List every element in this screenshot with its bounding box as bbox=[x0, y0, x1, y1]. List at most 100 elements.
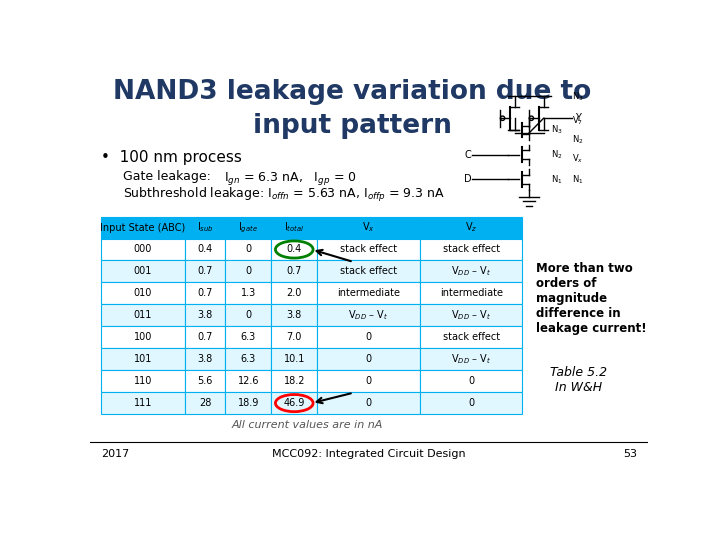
Bar bbox=[271, 348, 318, 370]
Bar bbox=[101, 239, 185, 260]
Bar bbox=[101, 326, 185, 348]
Text: 6.3: 6.3 bbox=[240, 332, 256, 342]
Bar bbox=[271, 370, 318, 392]
Text: 18.2: 18.2 bbox=[284, 376, 305, 386]
Text: V$_{DD}$ – V$_t$: V$_{DD}$ – V$_t$ bbox=[451, 352, 491, 366]
Text: 2017: 2017 bbox=[101, 449, 130, 460]
Text: 0: 0 bbox=[366, 354, 372, 364]
Text: I$_{gn}$ = 6.3 nA,   I$_{gp}$ = 0: I$_{gn}$ = 6.3 nA, I$_{gp}$ = 0 bbox=[224, 170, 356, 187]
Bar bbox=[225, 217, 271, 239]
Bar bbox=[271, 217, 318, 239]
Bar bbox=[271, 239, 318, 260]
Bar bbox=[101, 260, 185, 282]
Text: 000: 000 bbox=[134, 245, 152, 254]
Text: V$_x$: V$_x$ bbox=[362, 221, 375, 234]
Bar bbox=[225, 326, 271, 348]
Bar bbox=[271, 282, 318, 305]
Text: 0.4: 0.4 bbox=[197, 245, 212, 254]
Text: Input State (ABC): Input State (ABC) bbox=[100, 222, 186, 233]
Bar bbox=[101, 282, 185, 305]
Bar bbox=[420, 392, 523, 414]
Bar bbox=[420, 217, 523, 239]
Text: 0.7: 0.7 bbox=[287, 266, 302, 276]
Text: stack effect: stack effect bbox=[340, 266, 397, 276]
Text: V$_7$: V$_7$ bbox=[572, 115, 583, 127]
Bar bbox=[318, 305, 420, 326]
Bar bbox=[185, 348, 225, 370]
Bar bbox=[185, 282, 225, 305]
Text: 0: 0 bbox=[246, 266, 251, 276]
Text: 0: 0 bbox=[366, 376, 372, 386]
Bar bbox=[318, 260, 420, 282]
Bar bbox=[185, 305, 225, 326]
Bar bbox=[185, 260, 225, 282]
Bar bbox=[271, 392, 318, 414]
Text: V$_z$: V$_z$ bbox=[465, 221, 477, 234]
Text: 001: 001 bbox=[134, 266, 152, 276]
Bar bbox=[225, 260, 271, 282]
Text: N$_1$: N$_1$ bbox=[551, 173, 562, 186]
Text: V$_x$: V$_x$ bbox=[572, 153, 584, 165]
Bar bbox=[185, 217, 225, 239]
Text: 3.8: 3.8 bbox=[197, 354, 212, 364]
Bar bbox=[420, 370, 523, 392]
Text: 0: 0 bbox=[366, 332, 372, 342]
Bar bbox=[225, 282, 271, 305]
Text: I$_{gate}$: I$_{gate}$ bbox=[238, 220, 258, 235]
Text: More than two
orders of
magnitude
difference in
leakage current!: More than two orders of magnitude differ… bbox=[536, 262, 647, 335]
Text: stack effect: stack effect bbox=[443, 332, 500, 342]
Bar bbox=[185, 239, 225, 260]
Text: Table 5.2
In W&H: Table 5.2 In W&H bbox=[549, 366, 607, 394]
Text: 53: 53 bbox=[623, 449, 637, 460]
Text: C: C bbox=[465, 150, 472, 160]
Bar bbox=[185, 370, 225, 392]
Text: input pattern: input pattern bbox=[253, 113, 451, 139]
Bar bbox=[271, 305, 318, 326]
Bar bbox=[185, 392, 225, 414]
Bar bbox=[271, 260, 318, 282]
Text: 0: 0 bbox=[366, 398, 372, 408]
Text: N$_2$: N$_2$ bbox=[572, 134, 584, 146]
Bar bbox=[318, 348, 420, 370]
Text: 12.6: 12.6 bbox=[238, 376, 259, 386]
Bar bbox=[101, 348, 185, 370]
Text: Y: Y bbox=[575, 113, 581, 123]
Text: stack effect: stack effect bbox=[443, 245, 500, 254]
Text: 0.7: 0.7 bbox=[197, 266, 213, 276]
Bar bbox=[101, 305, 185, 326]
Bar bbox=[420, 348, 523, 370]
Text: 2.0: 2.0 bbox=[287, 288, 302, 299]
Text: 6.3: 6.3 bbox=[240, 354, 256, 364]
Text: 0.7: 0.7 bbox=[197, 288, 213, 299]
Bar bbox=[318, 326, 420, 348]
Text: 0: 0 bbox=[246, 310, 251, 320]
Text: intermediate: intermediate bbox=[337, 288, 400, 299]
Text: V$_{DD}$ – V$_t$: V$_{DD}$ – V$_t$ bbox=[451, 265, 491, 278]
Bar bbox=[101, 370, 185, 392]
Text: 011: 011 bbox=[134, 310, 152, 320]
Text: 28: 28 bbox=[199, 398, 211, 408]
Text: V$_{DD}$ – V$_t$: V$_{DD}$ – V$_t$ bbox=[451, 308, 491, 322]
Text: Subthreshold leakage: I$_{offn}$ = 5.63 nA, I$_{offp}$ = 9.3 nA: Subthreshold leakage: I$_{offn}$ = 5.63 … bbox=[124, 186, 446, 204]
Text: 3.8: 3.8 bbox=[287, 310, 302, 320]
Text: V$_{DD}$ – V$_t$: V$_{DD}$ – V$_t$ bbox=[348, 308, 389, 322]
Bar bbox=[225, 370, 271, 392]
Bar bbox=[225, 348, 271, 370]
Bar bbox=[318, 282, 420, 305]
Text: stack effect: stack effect bbox=[340, 245, 397, 254]
Text: N$_3$: N$_3$ bbox=[551, 124, 562, 136]
Bar bbox=[271, 326, 318, 348]
Text: 010: 010 bbox=[134, 288, 152, 299]
Text: 0.4: 0.4 bbox=[287, 245, 302, 254]
Text: N$_3$: N$_3$ bbox=[572, 90, 584, 103]
Bar bbox=[318, 370, 420, 392]
Text: •  100 nm process: • 100 nm process bbox=[101, 150, 242, 165]
Text: 18.9: 18.9 bbox=[238, 398, 259, 408]
Text: 111: 111 bbox=[134, 398, 152, 408]
Text: NAND3 leakage variation due to: NAND3 leakage variation due to bbox=[113, 79, 591, 105]
Bar bbox=[318, 392, 420, 414]
Text: intermediate: intermediate bbox=[440, 288, 503, 299]
Text: I$_{sub}$: I$_{sub}$ bbox=[197, 221, 214, 234]
Text: 100: 100 bbox=[134, 332, 152, 342]
Bar bbox=[420, 282, 523, 305]
